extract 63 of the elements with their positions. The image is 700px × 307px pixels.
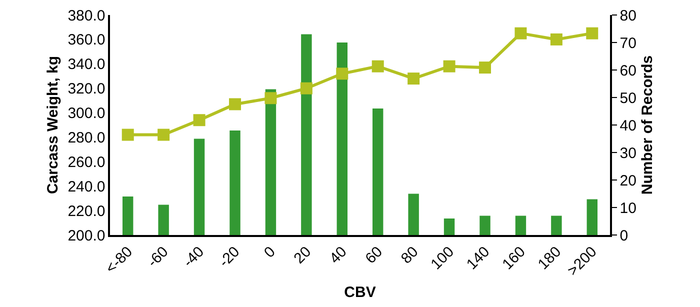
point	[193, 114, 206, 126]
bar	[372, 108, 384, 235]
point	[229, 98, 241, 110]
y-tick-label: 320.0	[68, 80, 106, 98]
x-tick-label: 80	[398, 243, 422, 268]
y2-tick-label: 10	[620, 200, 636, 217]
x-tick-label: -20	[216, 243, 244, 271]
x-tick-label: 20	[290, 243, 315, 268]
x-tick-label: <-80	[102, 243, 136, 277]
y-tick-label: 360.0	[68, 32, 106, 49]
x-tick-label: -40	[180, 243, 208, 271]
point	[408, 72, 420, 85]
y2-tick-label: 50	[620, 90, 636, 107]
y-tick-label: 300.0	[68, 105, 106, 122]
x-axis-title: CBV	[344, 284, 376, 301]
bar	[515, 216, 526, 235]
bar	[194, 138, 205, 235]
y-tick-label: 220.0	[68, 202, 106, 220]
y2-tick-label: 30	[620, 144, 636, 162]
y2-tick-label: 80	[620, 7, 636, 24]
bar	[336, 42, 348, 235]
point	[122, 128, 134, 141]
y2-tick-label: 0	[620, 227, 628, 244]
y-tick-label: 380.0	[68, 7, 106, 24]
x-tick-label: -60	[144, 243, 172, 271]
y2-tick-label: 70	[620, 34, 636, 52]
bar	[444, 218, 455, 235]
bar	[301, 34, 312, 235]
bar	[586, 199, 598, 235]
bar	[230, 130, 240, 235]
point	[158, 128, 170, 141]
y-tick-label: 260.0	[68, 154, 106, 171]
bar	[265, 89, 276, 235]
bar	[158, 204, 169, 235]
y-tick-label: 200.0	[68, 227, 106, 244]
x-tick-label: 60	[362, 243, 386, 268]
point	[300, 82, 312, 94]
bar	[551, 216, 562, 235]
y2-tick-label: 60	[620, 62, 636, 80]
y-axis-title: Carcass Weight, kg	[44, 56, 62, 194]
point	[586, 27, 598, 40]
y2-axis-title: Number of Records	[638, 55, 656, 195]
x-tick-label: 140	[463, 243, 494, 274]
point	[514, 27, 527, 40]
x-tick-label: 0	[260, 243, 279, 262]
y2-tick-label: 40	[620, 117, 636, 134]
bar	[122, 196, 134, 235]
x-tick-label: 100	[428, 243, 458, 274]
y2-tick-label: 20	[620, 172, 636, 190]
point	[336, 68, 348, 80]
point	[372, 60, 384, 72]
y-tick-label: 340.0	[68, 56, 106, 74]
bar	[480, 216, 490, 235]
point	[550, 33, 562, 46]
point	[479, 62, 491, 74]
bar	[408, 194, 419, 235]
x-tick-label: 180	[534, 243, 565, 274]
point	[264, 92, 277, 104]
y-tick-label: 280.0	[68, 129, 106, 146]
x-tick-label: 160	[499, 243, 529, 274]
point	[443, 60, 456, 72]
y-tick-label: 240.0	[68, 178, 106, 196]
x-tick-label: 40	[326, 243, 350, 268]
